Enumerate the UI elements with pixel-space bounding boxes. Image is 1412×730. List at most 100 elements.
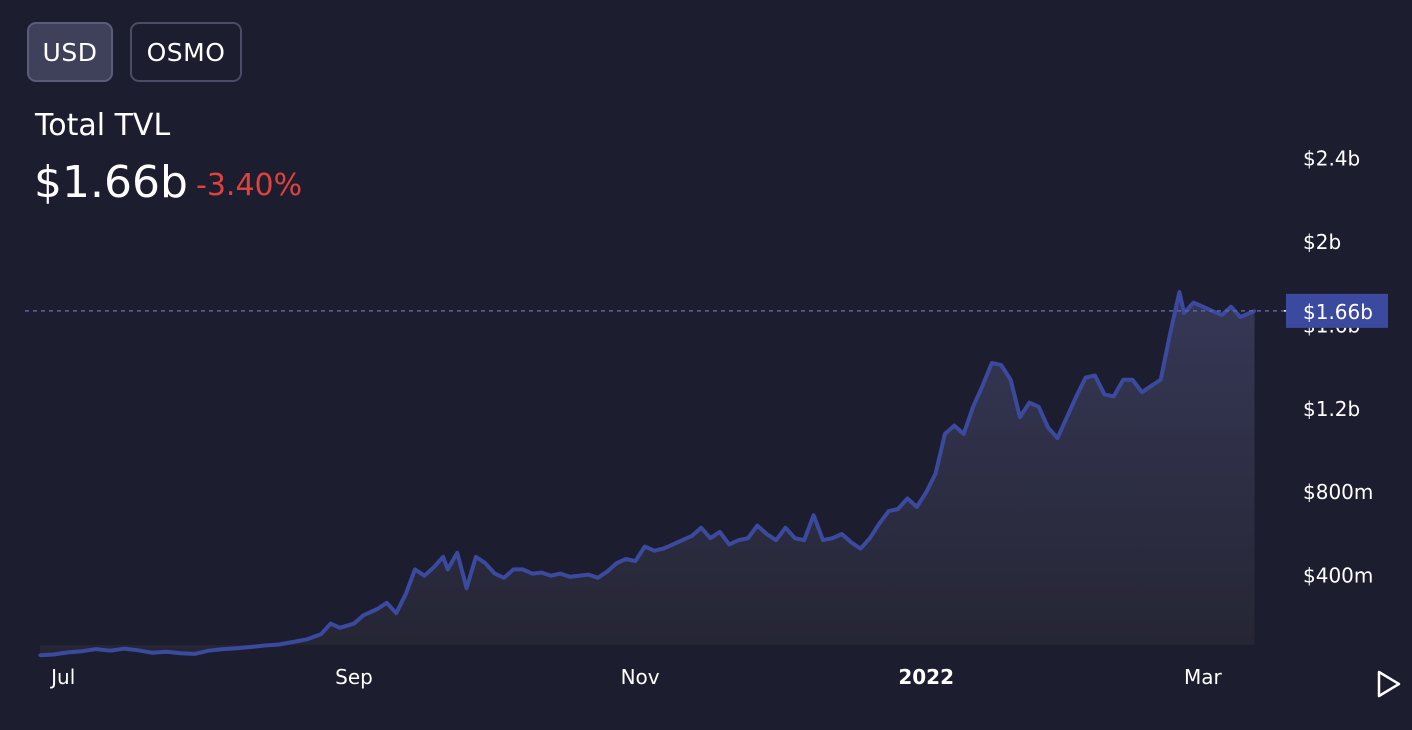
data-point [708, 536, 712, 540]
data-point [1177, 290, 1181, 294]
current-value: $1.66b [34, 157, 188, 208]
data-point [887, 509, 891, 513]
data-point [1229, 305, 1233, 309]
usd-toggle-button[interactable]: USD [27, 22, 113, 82]
data-point [662, 547, 665, 551]
data-point [512, 567, 515, 571]
data-point [422, 574, 426, 578]
data-point [671, 542, 675, 546]
osmo-toggle-button[interactable]: OSMO [130, 22, 242, 82]
data-point [404, 593, 408, 596]
y-tick-label: $2b [1303, 230, 1341, 254]
data-point [652, 549, 656, 553]
data-point [291, 640, 295, 644]
data-point [413, 567, 417, 571]
data-point [385, 601, 389, 605]
data-point [971, 405, 975, 409]
y-tick-label: $400m [1303, 564, 1373, 588]
x-tick-label: 2022 [898, 665, 954, 689]
data-point [812, 513, 816, 517]
data-point [319, 632, 323, 636]
data-point [830, 536, 834, 540]
data-point [943, 432, 947, 436]
data-point [1201, 305, 1205, 309]
data-point [755, 524, 759, 528]
data-point [455, 551, 459, 555]
data-point [502, 576, 506, 580]
data-point [1027, 401, 1031, 405]
data-point [432, 565, 436, 569]
data-point [934, 472, 938, 475]
data-point [108, 649, 112, 653]
data-point [1192, 301, 1195, 305]
data-point [915, 505, 919, 509]
y-tick-label: $800m [1303, 480, 1373, 504]
chart-title: Total TVL [35, 108, 171, 143]
data-point [643, 545, 647, 548]
data-point [558, 572, 562, 576]
data-point [699, 526, 703, 530]
data-point [952, 424, 956, 428]
data-point [1149, 384, 1153, 388]
data-point [1238, 315, 1242, 319]
data-point [483, 561, 487, 565]
data-point [1253, 309, 1256, 313]
data-point [1074, 394, 1078, 398]
data-point [962, 432, 966, 436]
data-point [1140, 390, 1144, 394]
x-tick-label: Nov [621, 665, 660, 689]
data-point [329, 622, 333, 626]
data-point [746, 536, 750, 540]
data-point [877, 522, 881, 526]
data-point [737, 538, 741, 542]
data-point [150, 651, 154, 655]
data-point [465, 586, 469, 590]
data-point [1093, 374, 1097, 377]
data-point [718, 530, 722, 534]
data-point [277, 643, 281, 646]
data-point [474, 555, 478, 559]
data-point [981, 384, 984, 388]
data-point [924, 490, 928, 494]
current-value-label: $1.66b [1303, 300, 1373, 324]
data-point [207, 649, 211, 653]
data-point [1112, 394, 1116, 398]
data-point [1131, 378, 1134, 382]
data-point [577, 574, 581, 578]
data-point [1084, 376, 1088, 380]
data-point [784, 526, 787, 530]
data-point [52, 653, 56, 656]
data-point [1065, 415, 1069, 419]
data-point [249, 645, 253, 649]
data-point [1018, 415, 1022, 419]
data-point [549, 574, 553, 578]
data-point [615, 561, 619, 565]
data-point [235, 646, 239, 650]
data-point [1182, 311, 1186, 315]
data-point [1056, 436, 1059, 440]
area-fill [39, 292, 1255, 656]
data-point [802, 538, 806, 542]
data-point [840, 532, 844, 536]
data-point [352, 622, 356, 626]
data-point [1168, 332, 1172, 336]
data-point [727, 542, 731, 546]
data-point [94, 647, 98, 651]
data-point [1248, 311, 1252, 315]
data-point [338, 626, 342, 630]
data-point [441, 555, 445, 559]
data-point [690, 534, 694, 538]
change-percent: -3.40% [196, 168, 303, 203]
data-point [1046, 426, 1050, 430]
data-point [521, 567, 525, 571]
data-point [122, 647, 126, 651]
data-point [1159, 378, 1163, 382]
data-point [164, 650, 168, 654]
data-point [868, 536, 872, 540]
x-tick-label: Sep [335, 665, 373, 689]
data-point [633, 559, 637, 563]
play-icon[interactable] [1376, 670, 1402, 698]
data-point [66, 650, 70, 654]
data-point [394, 611, 398, 615]
